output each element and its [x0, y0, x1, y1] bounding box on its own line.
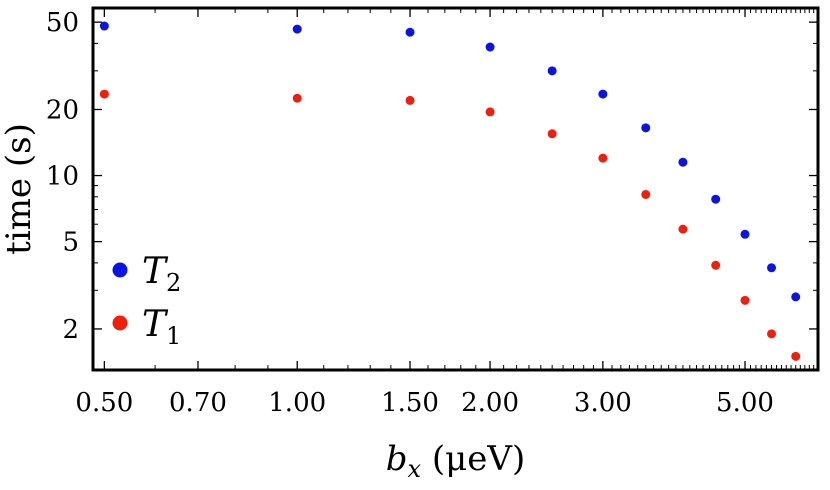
data-points [99, 21, 801, 361]
data-point-t1 [740, 295, 750, 305]
y-tick-label: 2 [62, 315, 79, 345]
data-point-t2 [678, 157, 688, 167]
legend-label-t1: T1 [142, 304, 181, 350]
y-axis-label: time (s) [0, 123, 39, 255]
data-point-t1 [641, 189, 651, 199]
x-axis-label: bx (μeV) [386, 439, 525, 483]
data-point-t1 [767, 329, 777, 339]
x-tick-label: 3.00 [574, 388, 632, 418]
data-point-t1 [711, 260, 721, 270]
y-tick-label: 20 [46, 95, 79, 125]
data-point-t1 [292, 93, 302, 103]
data-point-t2 [292, 24, 302, 34]
data-point-t2 [99, 21, 109, 31]
data-point-t1 [547, 129, 557, 139]
data-point-t1 [678, 224, 688, 234]
y-axis-ticks: 2 5 10 20 50 [46, 8, 818, 345]
data-point-t2 [791, 292, 801, 302]
x-axis-ticks: 0.50 0.70 1.00 1.50 2.00 3.00 5.00 [75, 8, 819, 418]
data-point-t2 [767, 263, 777, 273]
data-point-t2 [598, 89, 608, 99]
x-tick-label: 1.50 [381, 388, 439, 418]
data-point-t1 [598, 153, 608, 163]
x-tick-label: 1.00 [268, 388, 326, 418]
y-tick-label: 5 [62, 228, 79, 258]
x-tick-label: 0.70 [169, 388, 227, 418]
data-point-t2 [405, 27, 415, 37]
legend-label-t2: T2 [142, 251, 181, 297]
data-point-t1 [791, 351, 801, 361]
data-point-t1 [405, 95, 415, 105]
data-point-t2 [485, 42, 495, 52]
legend-marker-t1 [112, 315, 128, 331]
x-tick-label: 2.00 [461, 388, 519, 418]
data-point-t2 [740, 229, 750, 239]
legend-marker-t2 [112, 262, 128, 278]
data-point-t2 [641, 123, 651, 133]
y-tick-label: 50 [46, 8, 79, 38]
data-point-t1 [485, 107, 495, 117]
data-point-t2 [711, 194, 721, 204]
x-tick-label: 5.00 [716, 388, 774, 418]
x-tick-label: 0.50 [75, 388, 133, 418]
y-tick-label: 10 [46, 162, 79, 192]
data-point-t1 [99, 89, 109, 99]
data-point-t2 [547, 66, 557, 76]
plot-frame [91, 6, 820, 372]
